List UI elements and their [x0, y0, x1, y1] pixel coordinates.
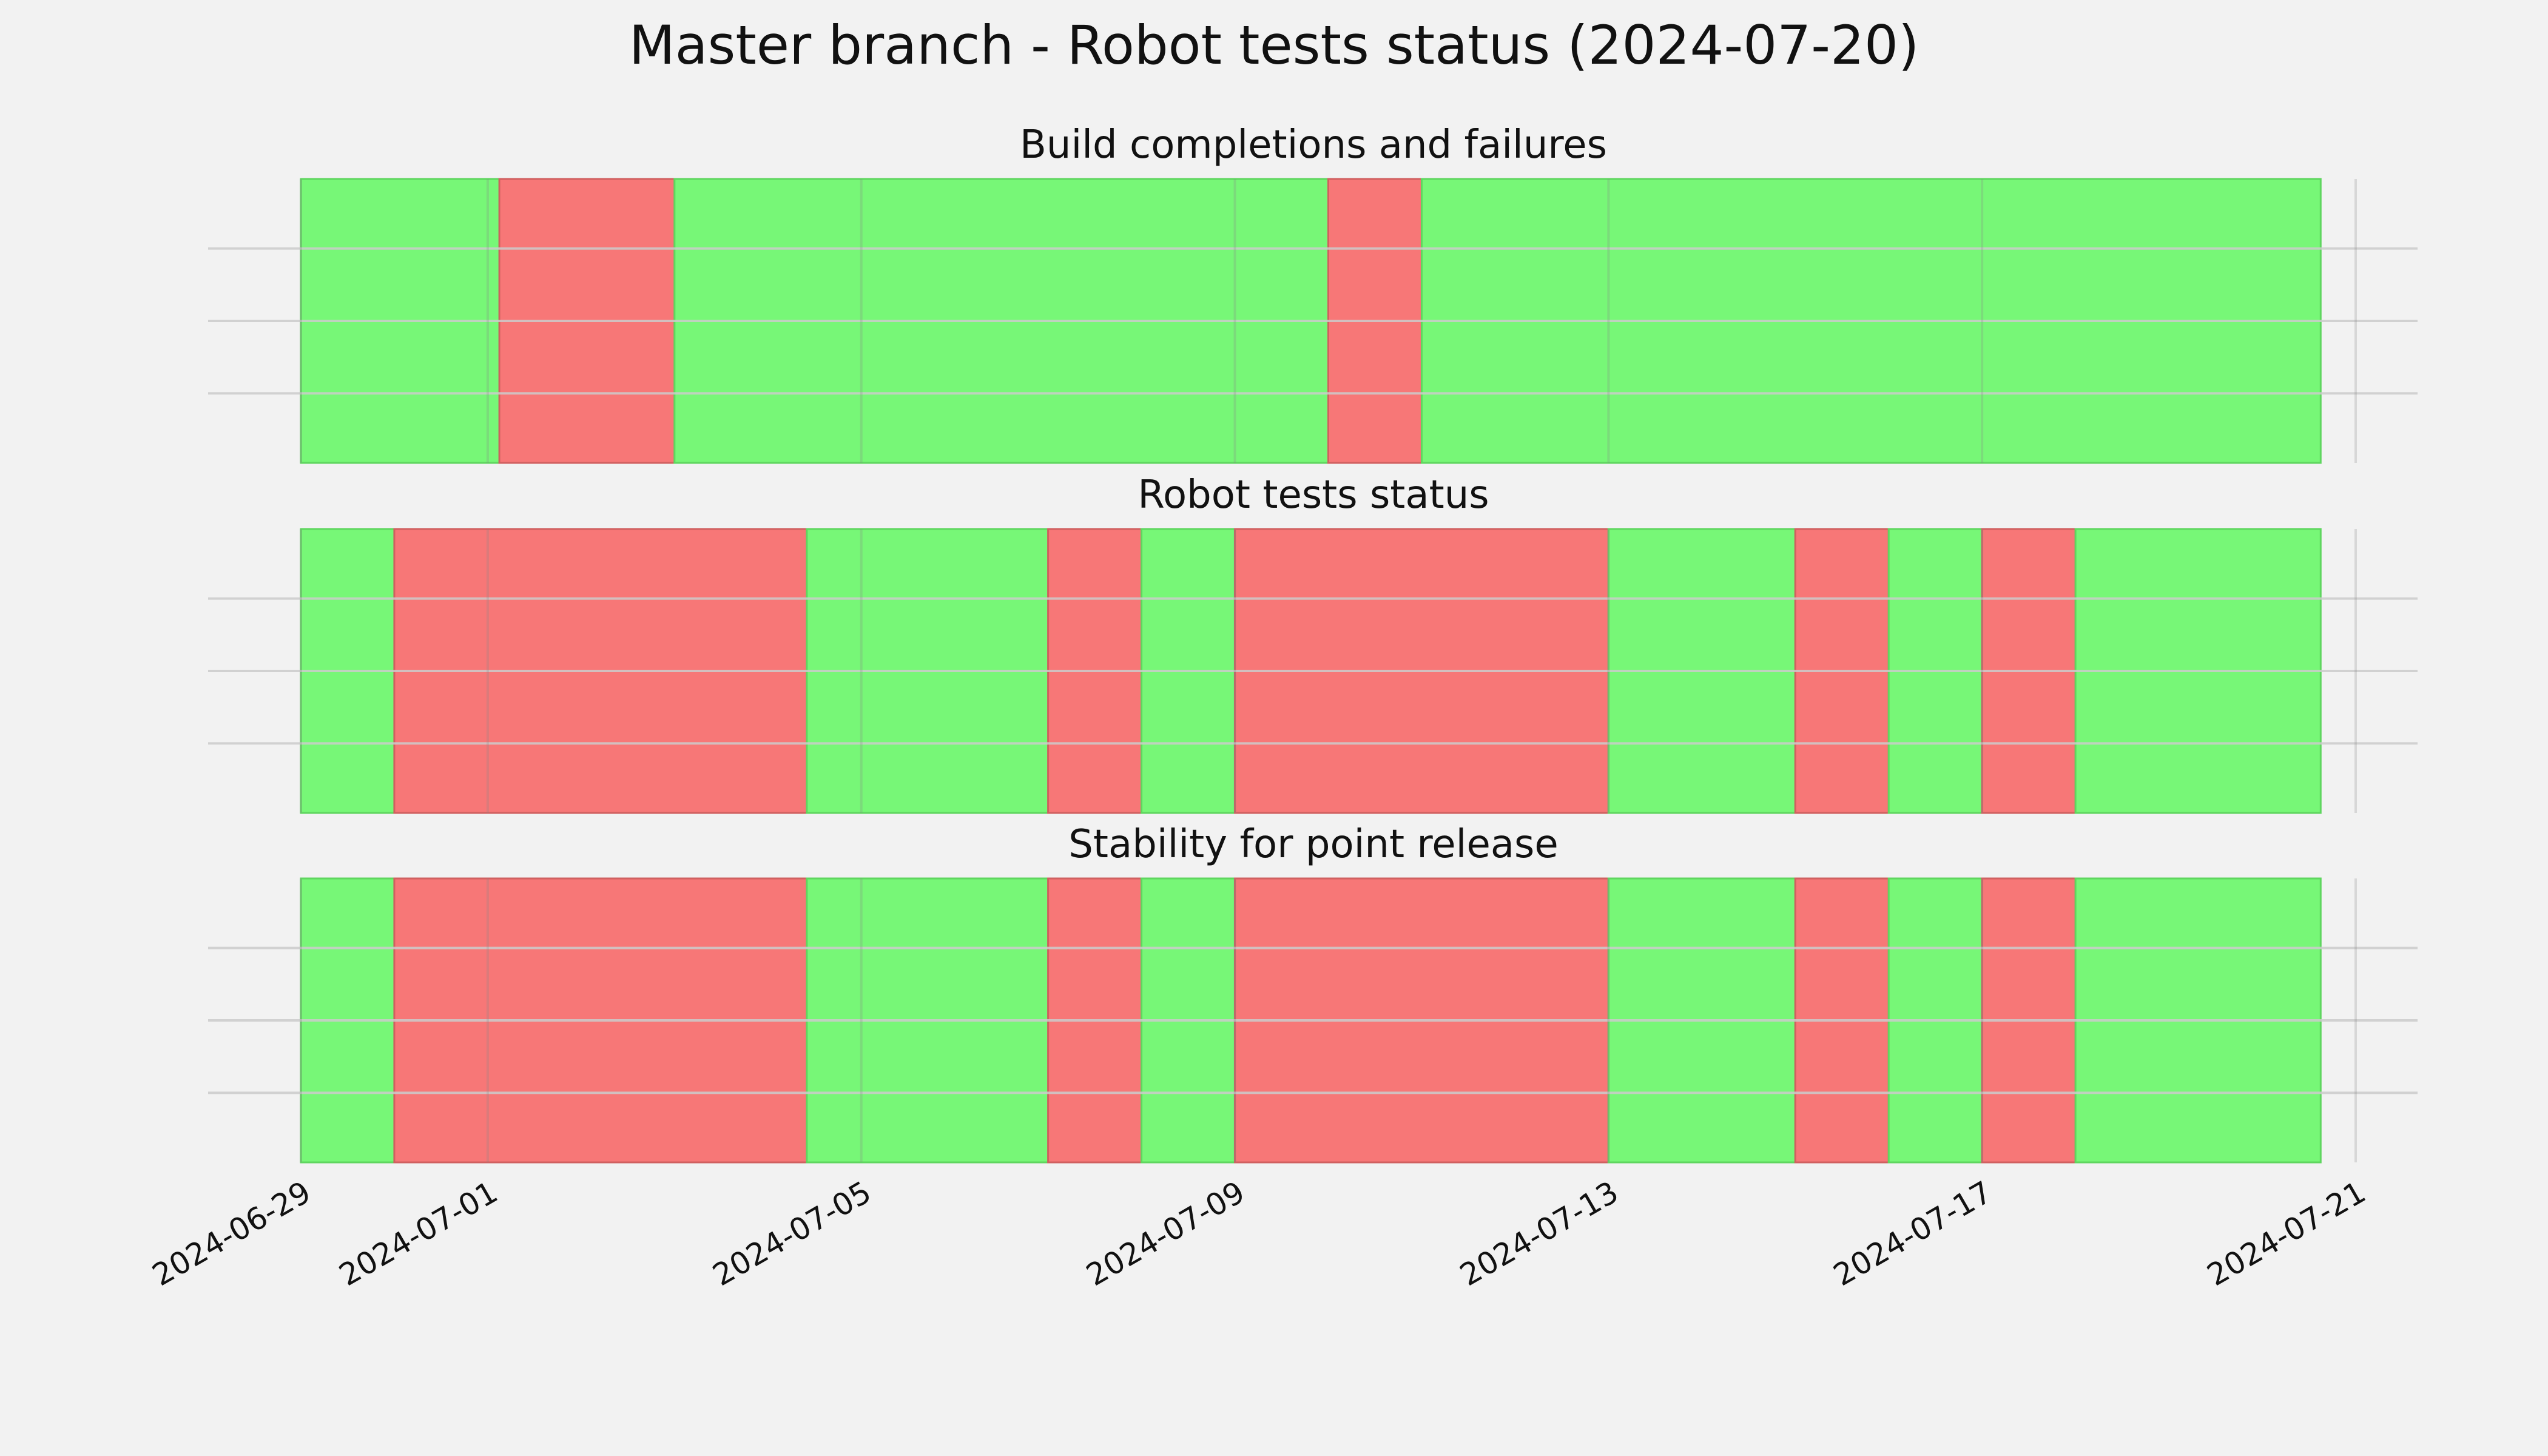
panel-2: Robot tests status	[208, 473, 2418, 814]
chart-title: Master branch - Robot tests status (2024…	[629, 14, 1919, 76]
panel-1: Build completions and failures	[208, 123, 2418, 464]
panel-title: Robot tests status	[1138, 473, 1489, 517]
panel-3: Stability for point release	[208, 822, 2418, 1164]
panel-title: Stability for point release	[1068, 822, 1559, 867]
panel-title: Build completions and failures	[1020, 123, 1607, 167]
panels: Build completions and failures Robot test…	[208, 123, 2418, 1164]
